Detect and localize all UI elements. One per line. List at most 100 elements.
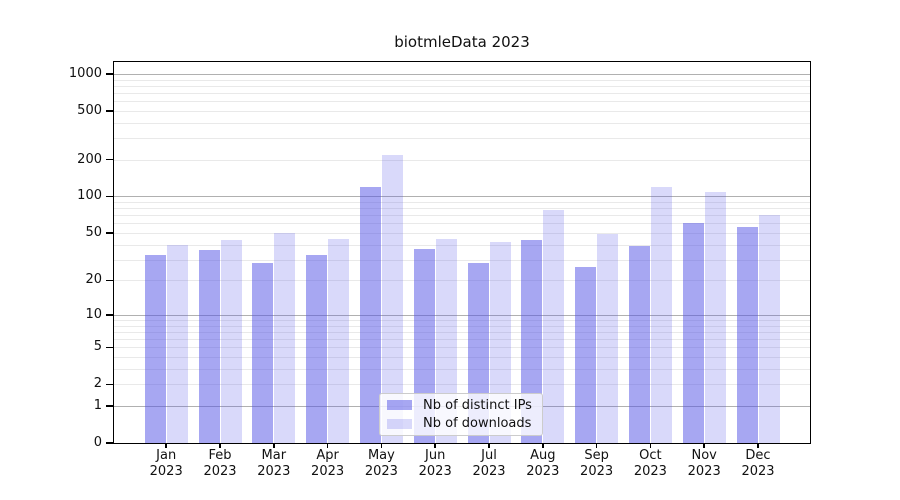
y-tick-mark: [106, 314, 113, 316]
legend-item-downloads: Nb of downloads: [380, 416, 542, 431]
bar-downloads: [381, 154, 403, 443]
gridline-minor: [114, 320, 810, 321]
gridline-minor: [114, 215, 810, 217]
gridline-minor: [114, 325, 810, 327]
legend-label-distinct-ips: Nb of distinct IPs: [423, 397, 532, 413]
y-tick-label: 20: [85, 272, 102, 288]
y-tick-mark: [106, 110, 113, 112]
y-tick-label: 500: [77, 102, 102, 118]
y-tick-label: 1000: [68, 65, 102, 81]
x-tick-label: Dec 2023: [741, 448, 775, 479]
gridline-minor: [114, 202, 810, 203]
y-tick-mark: [106, 279, 113, 282]
x-tick-label: May 2023: [364, 448, 398, 479]
x-tick-label: Aug 2023: [526, 448, 560, 479]
gridline-minor: [114, 101, 810, 103]
x-tick-label: Sep 2023: [580, 448, 614, 479]
bar-distinct-ips: [521, 239, 543, 443]
x-tick-label: Jun 2023: [418, 448, 452, 479]
bar-distinct-ips: [628, 245, 650, 443]
gridline-minor: [114, 232, 810, 234]
bar-downloads: [489, 242, 511, 443]
gridline-major: [114, 73, 810, 75]
bar-distinct-ips: [252, 263, 274, 443]
x-tick-label: Mar 2023: [257, 448, 291, 479]
y-tick-label: 1: [93, 398, 102, 413]
y-tick-mark: [106, 442, 113, 444]
bar-downloads: [435, 238, 457, 443]
y-tick-label: 5: [93, 339, 102, 355]
bar-distinct-ips: [575, 266, 597, 443]
legend-label-downloads: Nb of downloads: [423, 416, 532, 432]
x-tick-label: Jan 2023: [149, 448, 183, 479]
bar-downloads: [220, 239, 242, 443]
gridline-minor: [114, 244, 810, 246]
gridline-major: [114, 196, 810, 198]
gridline-minor: [114, 280, 810, 282]
x-tick-mark: [703, 443, 705, 448]
gridline-minor: [114, 122, 810, 124]
gridline-minor: [114, 92, 810, 94]
bar-distinct-ips: [144, 254, 166, 443]
bar-downloads: [758, 215, 780, 443]
bar-downloads: [328, 238, 350, 443]
gridline-minor: [114, 85, 810, 87]
gridline-minor: [114, 347, 810, 349]
legend-swatch-distinct-ips: [387, 400, 412, 411]
bar-distinct-ips: [306, 254, 328, 443]
legend: Nb of distinct IPs Nb of downloads: [379, 393, 543, 436]
gridline-minor: [114, 331, 810, 333]
x-tick-mark: [595, 443, 598, 448]
x-tick-mark: [488, 443, 490, 448]
bar-downloads: [166, 244, 188, 443]
x-tick-label: Feb 2023: [203, 448, 237, 479]
bar-downloads: [274, 232, 296, 443]
bar-distinct-ips: [198, 250, 220, 443]
bar-downloads: [704, 192, 726, 443]
x-tick-mark: [757, 443, 759, 448]
bar-downloads: [650, 186, 672, 443]
bar-distinct-ips: [736, 227, 758, 443]
legend-swatch-downloads: [387, 418, 412, 429]
x-tick-label: Nov 2023: [687, 448, 721, 479]
x-tick-mark: [273, 443, 275, 448]
gridline-minor: [114, 79, 810, 81]
gridline-minor: [114, 259, 810, 261]
gridline-minor: [114, 384, 810, 386]
bar-downloads: [597, 234, 619, 443]
x-tick-label: Apr 2023: [311, 448, 345, 479]
y-tick-mark: [106, 73, 113, 75]
gridline-minor: [114, 223, 810, 225]
gridline-minor: [114, 357, 810, 358]
bar-distinct-ips: [682, 223, 704, 443]
gridline-minor: [114, 159, 810, 161]
chart-title: biotmleData 2023: [394, 33, 530, 51]
y-tick-mark: [106, 195, 113, 198]
y-tick-label: 200: [77, 151, 102, 167]
y-tick-mark: [106, 405, 113, 407]
gridline-major: [114, 314, 810, 316]
gridline-minor: [114, 208, 810, 210]
y-tick-label: 2: [93, 376, 102, 392]
x-tick-mark: [649, 443, 652, 448]
legend-item-distinct-ips: Nb of distinct IPs: [380, 398, 542, 413]
x-tick-label: Jul 2023: [472, 448, 506, 479]
x-tick-mark: [380, 443, 383, 448]
gridline-minor: [114, 368, 810, 370]
y-tick-label: 0: [93, 435, 102, 450]
y-tick-label: 100: [77, 188, 102, 204]
y-tick-label: 50: [85, 224, 102, 240]
x-tick-mark: [165, 443, 167, 448]
x-tick-mark: [542, 443, 544, 448]
gridline-minor: [114, 339, 810, 340]
gridline-minor: [114, 138, 810, 140]
gridline-minor: [114, 110, 810, 112]
bar-downloads: [543, 210, 565, 443]
x-tick-mark: [219, 443, 221, 448]
x-tick-mark: [326, 443, 329, 448]
y-tick-mark: [106, 232, 113, 234]
y-tick-mark: [106, 158, 113, 161]
x-tick-mark: [434, 443, 436, 448]
y-tick-mark: [106, 346, 113, 349]
